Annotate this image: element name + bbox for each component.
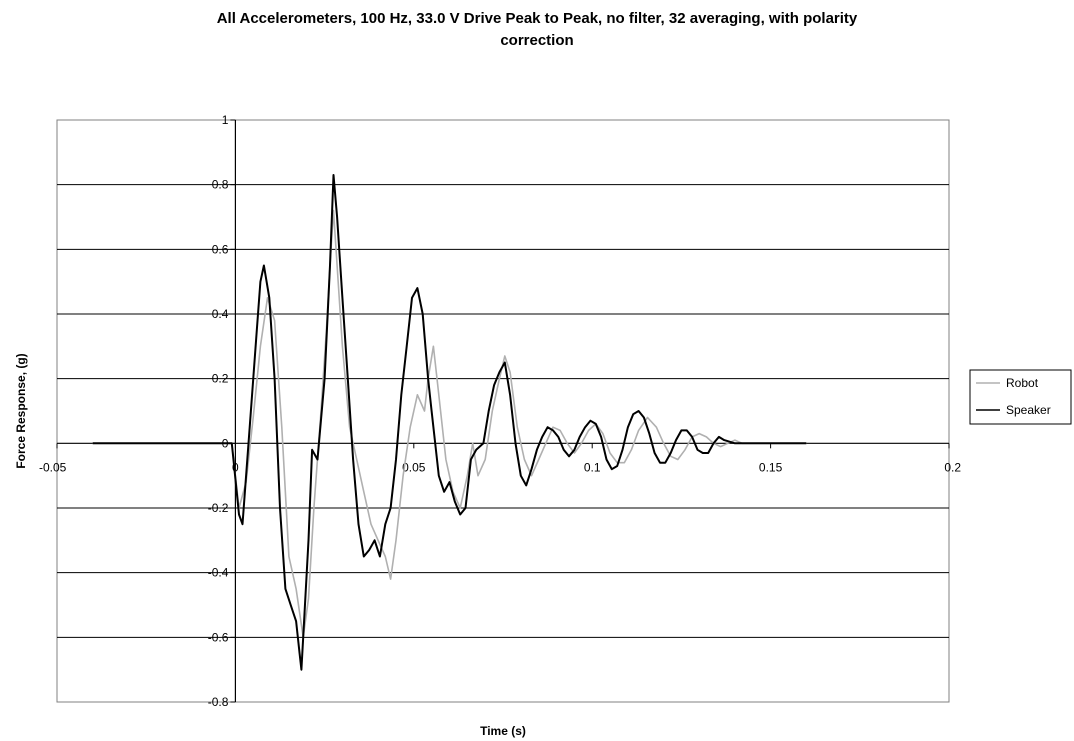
y-tick-label-4: 0.2 <box>212 372 229 386</box>
x-tick-label-4: 0.15 <box>759 460 783 474</box>
y-tick-label-1: 0.8 <box>212 178 229 192</box>
x-tick-label-3: 0.1 <box>584 460 601 474</box>
y-tick-label-6: -0.2 <box>208 501 229 515</box>
legend-box <box>969 369 1072 425</box>
y-tick-label-2: 0.6 <box>212 242 229 256</box>
chart-title-line-2: correction <box>500 32 574 49</box>
y-tick-label-7: -0.4 <box>208 566 229 580</box>
plot-area <box>56 119 950 703</box>
x-tick-label-5: 0.2 <box>944 460 961 474</box>
y-axis-label: Force Response, (g) <box>14 353 28 468</box>
legend-label-robot: Robot <box>1006 376 1039 390</box>
x-tick-label-2: 0.05 <box>402 460 426 474</box>
y-tick-label-3: 0.4 <box>212 307 229 321</box>
series-line-robot <box>92 209 807 639</box>
x-axis-label: Time (s) <box>480 724 526 738</box>
y-tick-label-9: -0.8 <box>208 695 229 709</box>
gridlines <box>57 184 949 638</box>
x-tick-label-0: -0.05 <box>39 460 67 474</box>
y-tick-label-0: 1 <box>222 113 229 127</box>
legend-label-speaker: Speaker <box>1006 403 1051 417</box>
x-tick-label-1: 0 <box>232 460 239 474</box>
y-tick-label-8: -0.6 <box>208 630 229 644</box>
series-line-speaker <box>92 174 807 671</box>
y-tick-labels: 1 0.8 0.6 0.4 0.2 0 -0.2 -0.4 -0.6 -0.8 <box>208 113 236 709</box>
series-lines <box>92 174 807 671</box>
chart-title-line-1: All Accelerometers, 100 Hz, 33.0 V Drive… <box>216 10 858 27</box>
legend: Robot Speaker <box>969 369 1072 425</box>
chart-title: All Accelerometers, 100 Hz, 33.0 V Drive… <box>0 8 1074 52</box>
x-tick-labels: -0.05 0 0.05 0.1 0.15 0.2 <box>39 443 961 474</box>
